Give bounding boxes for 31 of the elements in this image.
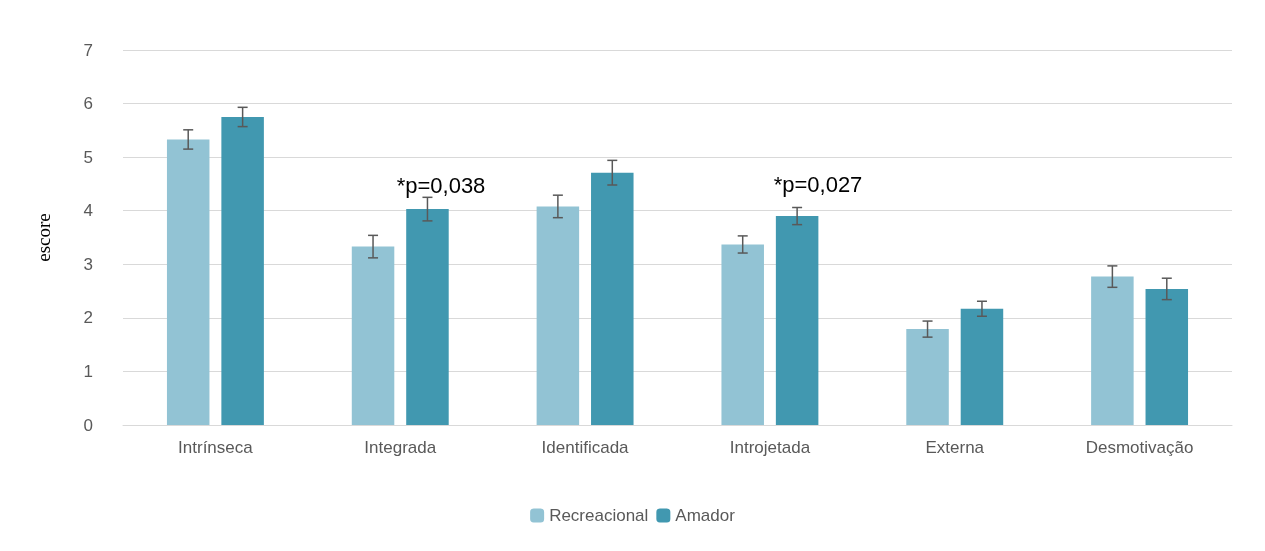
y-tick-label: 6 bbox=[83, 94, 93, 114]
x-tick-label: Introjetada bbox=[729, 438, 811, 457]
x-tick-label: Identificada bbox=[541, 438, 630, 457]
y-tick-label: 2 bbox=[83, 308, 93, 328]
x-tick-label: Externa bbox=[925, 438, 985, 457]
bar bbox=[960, 308, 1004, 425]
y-tick-label: 4 bbox=[83, 201, 93, 221]
y-tick-label: 1 bbox=[83, 361, 93, 381]
annotation: *p=0,027 bbox=[773, 171, 863, 197]
y-tick-label: 7 bbox=[83, 40, 93, 60]
x-tick-label: Desmotivação bbox=[1085, 438, 1194, 457]
legend-label: Recreacional bbox=[549, 506, 649, 525]
bar bbox=[591, 172, 634, 425]
x-tick-label: Integrada bbox=[364, 438, 437, 457]
y-tick-label: 5 bbox=[83, 147, 93, 167]
y-tick-label: 3 bbox=[83, 254, 93, 274]
bar bbox=[221, 116, 264, 425]
bar bbox=[351, 246, 395, 425]
annotation: *p=0,038 bbox=[396, 172, 486, 198]
bar bbox=[1091, 276, 1134, 425]
bar bbox=[536, 206, 580, 425]
y-axis-title: escore bbox=[33, 213, 54, 262]
bar bbox=[1145, 288, 1189, 425]
bar bbox=[906, 329, 949, 425]
bar bbox=[166, 139, 210, 425]
bar bbox=[775, 216, 819, 425]
legend-label: Amador bbox=[675, 506, 736, 525]
bar bbox=[721, 244, 764, 425]
bar bbox=[406, 209, 449, 425]
y-tick-label: 0 bbox=[83, 415, 93, 435]
x-tick-label: Intrínseca bbox=[178, 438, 254, 457]
